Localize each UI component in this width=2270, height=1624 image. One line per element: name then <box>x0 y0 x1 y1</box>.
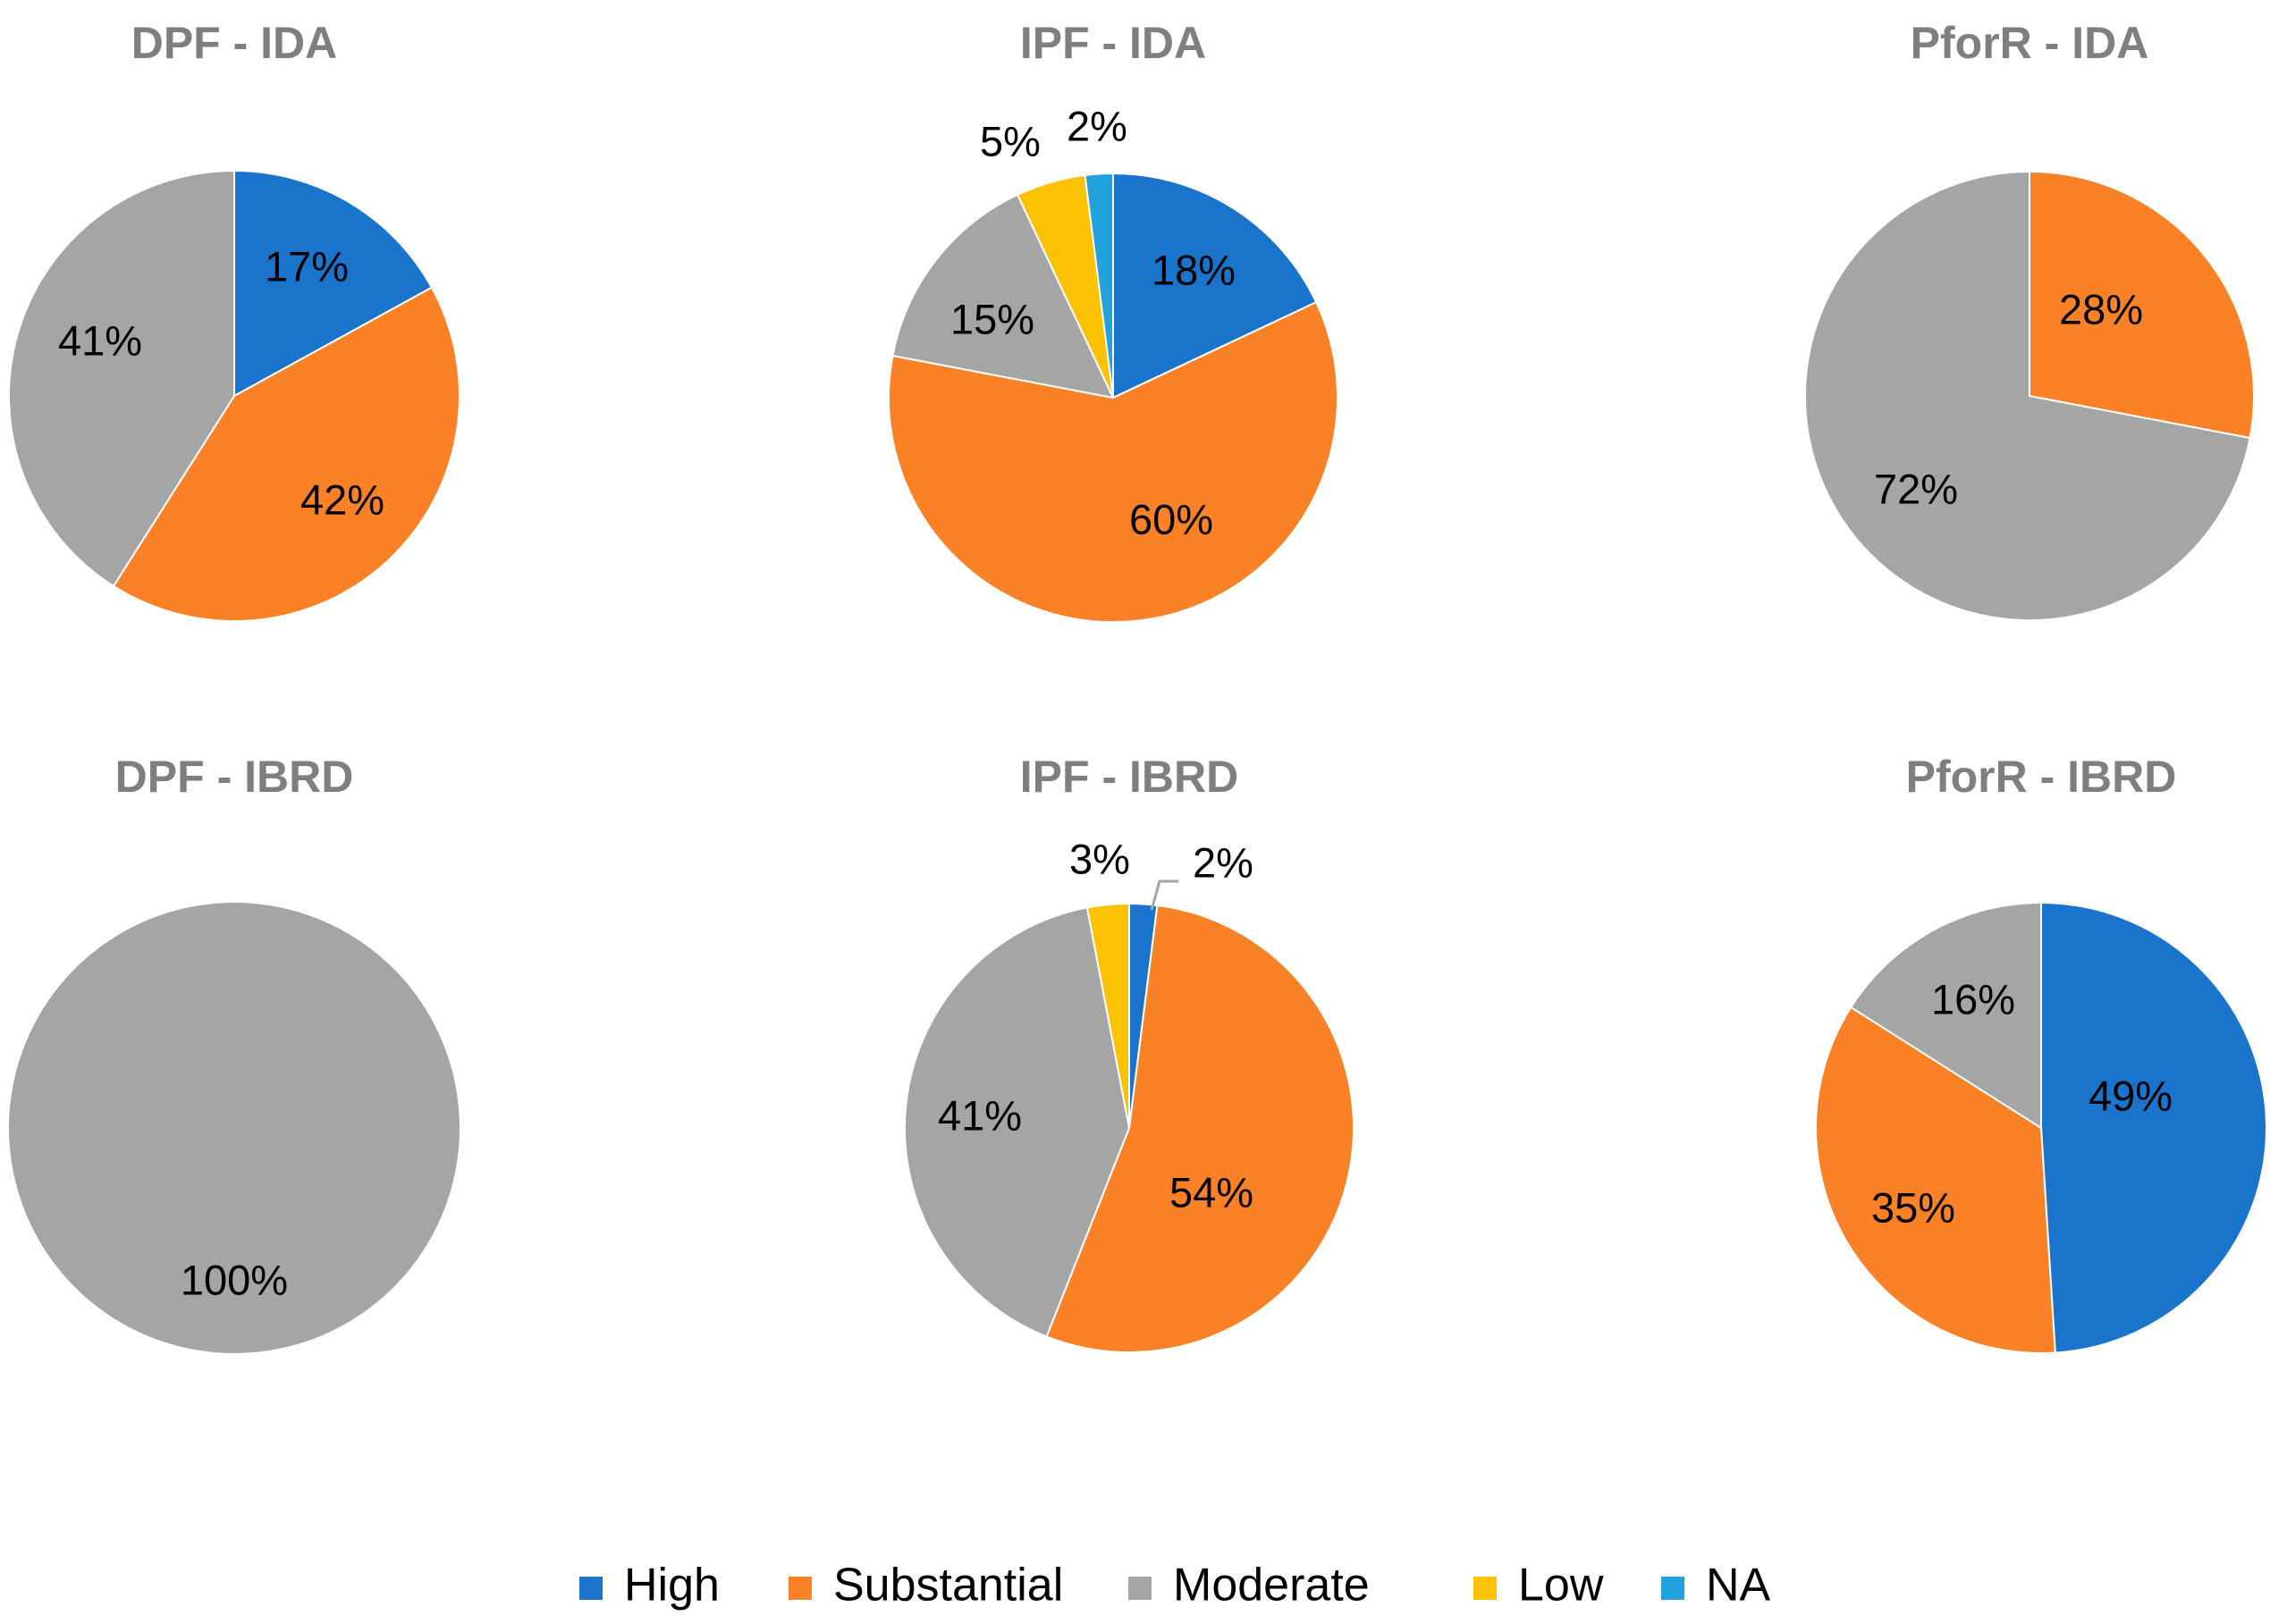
pie-slice-na <box>1084 172 1114 399</box>
slice-label-na: 2% <box>1067 102 1127 149</box>
pie-slice-substantial <box>1045 904 1354 1353</box>
pie-title: DPF - IBRD <box>115 752 354 802</box>
leader-line <box>1150 879 1178 911</box>
pie-chart-ipf-ida: IPF - IDA 18% 60% 15% 5% 2% <box>888 18 1338 623</box>
pie-charts-grid: DPF - IDA 17% 42% 41% IPF - IDA 18% 60% 15% 5% 2%… <box>8 18 2267 1354</box>
slice-label-moderate: 41% <box>938 1091 1022 1139</box>
legend-swatch <box>579 1577 603 1600</box>
pie-slice-substantial <box>112 286 460 622</box>
slice-label-high: 18% <box>1152 246 1236 293</box>
legend-item-substantial: Substantial <box>789 1560 1063 1611</box>
pie-title: IPF - IDA <box>1020 18 1206 68</box>
legend-item-high: High <box>579 1560 720 1611</box>
slice-label-substantial: 28% <box>2059 285 2143 332</box>
slice-label-low: 5% <box>980 117 1041 164</box>
slice-label-moderate: 16% <box>1931 975 2015 1022</box>
pie-title: IPF - IBRD <box>1020 752 1238 802</box>
pie-slice-high <box>233 170 433 397</box>
slice-label-high: 17% <box>265 242 349 290</box>
pie-slice-high <box>1112 172 1318 399</box>
pie-chart-ipf-ibrd: IPF - IBRD 2% 54% 41% 3% <box>904 752 1354 1353</box>
pie-chart-pforr-ibrd: PforR - IBRD 49% 35% 16% <box>1815 752 2267 1354</box>
legend-swatch <box>1128 1577 1152 1600</box>
pie-slice-substantial <box>2029 171 2255 440</box>
pie-slice-moderate <box>1804 171 2251 621</box>
legend-swatch <box>1661 1577 1684 1600</box>
legend-item-na: NA <box>1661 1560 1771 1611</box>
legend-item-low: Low <box>1473 1560 1604 1611</box>
slice-label-moderate: 72% <box>1874 465 1958 512</box>
slice-label-substantial: 54% <box>1169 1168 1253 1216</box>
legend-label: High <box>624 1560 720 1611</box>
pie-slice-substantial <box>888 301 1338 623</box>
legend-swatch <box>789 1577 812 1600</box>
legend-label: Substantial <box>833 1560 1063 1611</box>
pie-slice-moderate <box>8 170 235 587</box>
chart-legend: High Substantial Moderate Low NA <box>579 1560 1771 1611</box>
slice-label-high: 2% <box>1193 838 1253 886</box>
pie-chart-pforr-ida: PforR - IDA 28% 72% <box>1804 18 2255 621</box>
slice-label-moderate: 100% <box>181 1256 288 1303</box>
pie-title: DPF - IDA <box>131 18 338 68</box>
slice-label-substantial: 35% <box>1871 1183 1955 1231</box>
pie-slice-moderate <box>9 903 460 1353</box>
legend-swatch <box>1473 1577 1497 1600</box>
pie-chart-dpf-ida: DPF - IDA 17% 42% 41% <box>8 18 460 622</box>
pie-title: PforR - IBRD <box>1906 752 2177 802</box>
slice-label-low: 3% <box>1069 835 1130 882</box>
slice-label-substantial: 60% <box>1129 495 1213 543</box>
pie-slice-moderate <box>891 193 1114 399</box>
pie-slice-high <box>2040 902 2267 1354</box>
legend-label: Moderate <box>1173 1560 1370 1611</box>
slice-label-high: 49% <box>2089 1072 2173 1119</box>
legend-label: Low <box>1518 1560 1604 1611</box>
pie-chart-dpf-ibrd: DPF - IBRD 100% <box>9 752 460 1353</box>
pie-slice-moderate <box>904 906 1130 1338</box>
pie-slice-substantial <box>1815 1006 2056 1354</box>
legend-item-moderate: Moderate <box>1128 1560 1370 1611</box>
slice-label-moderate: 15% <box>950 295 1034 342</box>
legend-label: NA <box>1706 1560 1771 1611</box>
slice-label-moderate: 41% <box>58 316 142 364</box>
pie-slice-low <box>1085 903 1130 1129</box>
slice-label-substantial: 42% <box>300 475 384 523</box>
pie-title: PforR - IDA <box>1911 18 2149 68</box>
pie-slice-moderate <box>1850 902 2042 1129</box>
